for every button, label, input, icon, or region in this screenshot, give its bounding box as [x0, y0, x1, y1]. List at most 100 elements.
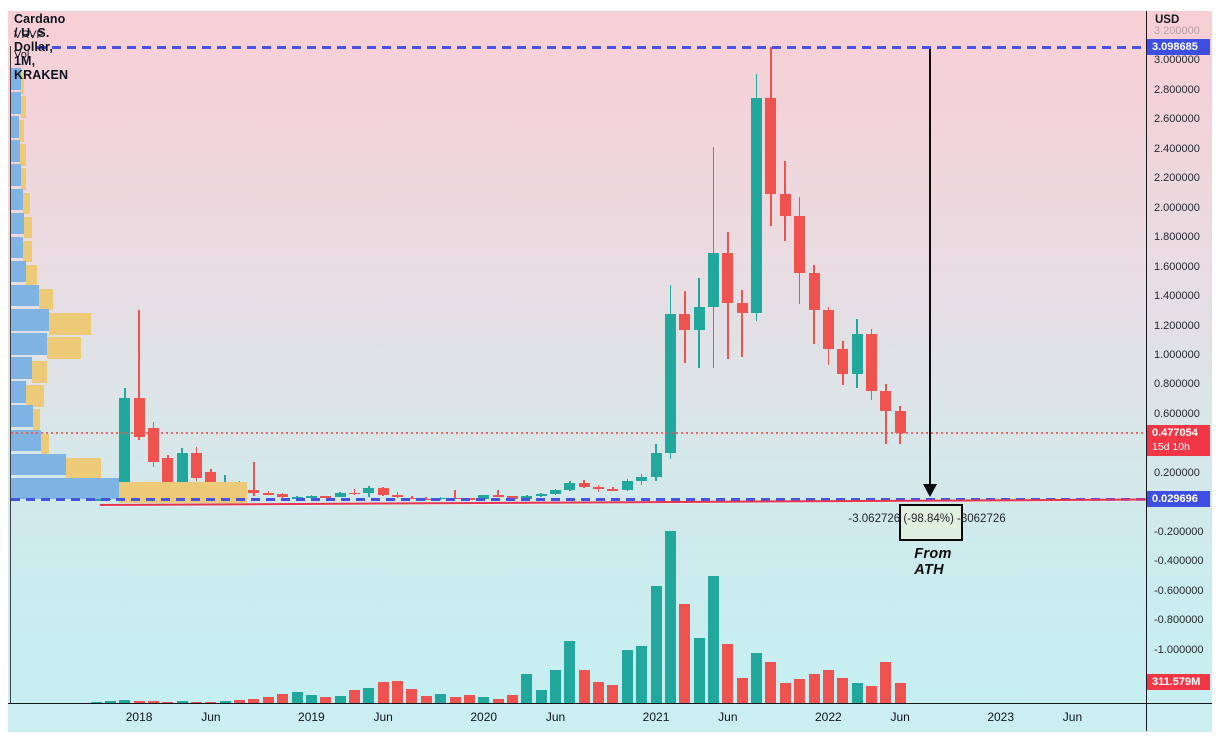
volume-profile-sell-bar [23, 240, 32, 263]
volume-bar [550, 670, 562, 703]
price-tick: 1.200000 [1154, 319, 1200, 332]
price-tick: -0.200000 [1154, 525, 1204, 538]
volume-bar [205, 702, 217, 703]
volume-bar [593, 682, 605, 703]
price-tick: 1.000000 [1154, 349, 1200, 361]
candle [334, 492, 346, 497]
price-tick: 0.600000 [1154, 407, 1200, 420]
volume-profile-buy-bar [11, 140, 20, 162]
current-price-label: 0.477054 15d 10h [1147, 425, 1210, 456]
time-axis-pane[interactable] [8, 703, 1212, 732]
time-axis-label[interactable]: 2023 [987, 710, 1015, 724]
bar-countdown: 15d 10h [1152, 440, 1190, 453]
volume-profile-buy-bar [11, 92, 21, 114]
volume-bar [305, 695, 317, 703]
volume-bar [779, 683, 791, 703]
indicator-vol-label[interactable]: Vol [14, 49, 30, 61]
candle [722, 252, 734, 303]
volume-profile-sell-bar [32, 361, 47, 383]
candle [621, 480, 633, 490]
volume-bar [162, 702, 174, 703]
volume-bar [535, 690, 547, 703]
volume-profile-sell-bar [21, 72, 24, 94]
measure-arrow-line[interactable] [928, 49, 931, 485]
volume-value-label: 311.579M [1147, 674, 1210, 690]
time-axis-label[interactable]: 2018 [125, 710, 153, 724]
candle [363, 487, 375, 494]
volume-bar [707, 576, 719, 703]
volume-bar [880, 662, 892, 703]
time-axis-label[interactable]: Jun [201, 710, 221, 724]
volume-bar [492, 699, 504, 703]
price-tick: 2.000000 [1154, 201, 1200, 214]
candle [119, 398, 131, 485]
price-tick: 0.800000 [1154, 378, 1200, 391]
measure-readout: -3.062726 (-98.84%) -3062726 [848, 513, 1006, 525]
symbol-title[interactable]: Cardano / U. S. Dollar, 1M, KRAKEN [14, 12, 69, 82]
volume-bar [751, 653, 763, 703]
base-level-dashed-line[interactable] [11, 497, 1146, 501]
volume-profile-sell-bar [47, 337, 81, 359]
time-axis-label[interactable]: 2021 [642, 710, 670, 724]
volume-profile-buy-bar [11, 381, 26, 403]
volume-profile-sell-bar [24, 216, 32, 239]
candle [779, 193, 791, 216]
volume-profile-axis-line [10, 46, 11, 703]
time-axis-label[interactable]: 2019 [298, 710, 325, 724]
volume-bar [478, 697, 490, 703]
currency-label: USD [1155, 14, 1180, 26]
candle [693, 307, 705, 331]
candle [248, 490, 260, 494]
candle-wick [885, 384, 887, 445]
candle [636, 476, 648, 481]
time-axis-label[interactable]: Jun [718, 710, 738, 724]
candle [765, 98, 777, 194]
measure-box[interactable] [899, 504, 963, 541]
price-tick-faded: 3.200000 [1154, 24, 1200, 37]
volume-bar [104, 701, 116, 703]
base-price-label: 0.029696 [1147, 491, 1210, 507]
volume-profile-buy-bar [11, 260, 26, 283]
candle [822, 310, 834, 349]
candle [478, 495, 490, 500]
time-axis-label[interactable]: Jun [890, 710, 910, 724]
price-tick: 2.600000 [1154, 113, 1200, 126]
candle-wick [454, 490, 456, 499]
time-axis-label[interactable]: Jun [1062, 710, 1083, 724]
volume-bar [822, 670, 834, 703]
volume-bar [377, 682, 389, 703]
volume-bar [392, 681, 404, 703]
volume-profile-buy-bar [11, 236, 23, 259]
time-axis-label[interactable]: 2020 [470, 710, 498, 724]
volume-bar [679, 604, 691, 703]
chart-pane-background[interactable] [8, 11, 1212, 703]
volume-bar [463, 695, 475, 703]
volume-profile-sell-bar [66, 457, 101, 480]
candle [147, 428, 159, 463]
volume-bar [664, 531, 676, 703]
indicator-vrvp-label[interactable]: VRVP [14, 29, 44, 41]
candle [736, 302, 748, 313]
candle [751, 98, 763, 313]
candle [392, 494, 404, 498]
volume-bar [736, 678, 748, 703]
candle [550, 490, 562, 495]
volume-bar [291, 692, 303, 703]
volume-bar [621, 650, 633, 703]
volume-profile-sell-bar [21, 168, 26, 190]
candle [578, 482, 590, 487]
volume-profile-sell-bar [33, 409, 40, 431]
volume-bar [650, 586, 662, 703]
volume-profile-buy-bar [11, 116, 19, 138]
volume-bar [191, 702, 203, 703]
ath-level-dashed-line[interactable] [37, 46, 1146, 49]
candle-wick [497, 490, 499, 498]
candle [837, 348, 849, 374]
volume-profile-buy-bar [11, 453, 66, 476]
volume-bar [363, 688, 375, 703]
volume-bar [234, 700, 246, 703]
time-axis-label[interactable]: Jun [545, 710, 566, 724]
time-axis-label[interactable]: Jun [373, 710, 393, 724]
candle [191, 453, 203, 479]
time-axis-label[interactable]: 2022 [815, 710, 842, 724]
